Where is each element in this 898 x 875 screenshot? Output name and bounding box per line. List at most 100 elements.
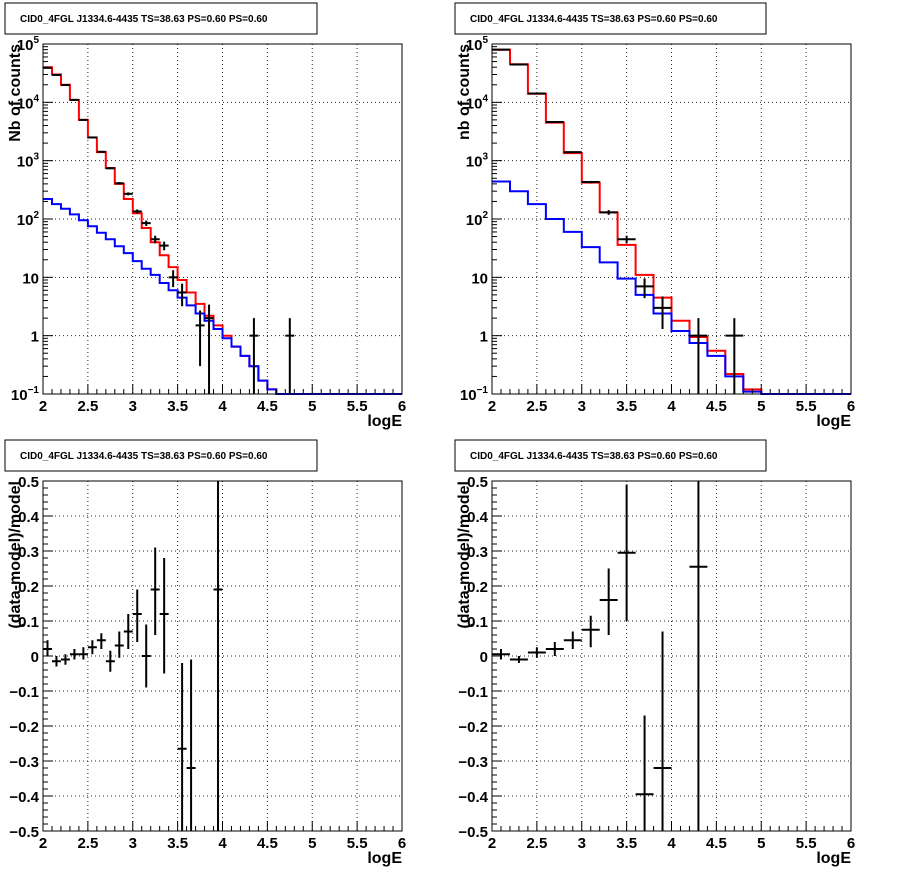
x-tick-label: 6 <box>398 835 406 852</box>
data-point <box>141 624 151 688</box>
x-tick-label: 6 <box>847 398 855 415</box>
y-tick-label: 10 <box>471 270 488 287</box>
x-tick-label: 2.5 <box>77 835 98 852</box>
data-point <box>725 318 744 394</box>
chart-title: CID0_4FGL J1334.6-4435 TS=38.63 PS=0.60 … <box>470 451 718 462</box>
data-point <box>132 209 142 214</box>
x-tick-label: 2.5 <box>526 835 547 852</box>
y-tick-label: −0.2 <box>458 719 488 736</box>
x-tick-label: 2 <box>39 835 47 852</box>
data-point <box>617 484 636 621</box>
data-point <box>689 481 708 831</box>
data-point <box>509 656 528 663</box>
y-tick-label: 105 <box>17 35 40 54</box>
title-box <box>454 439 767 472</box>
data-point <box>653 631 672 831</box>
x-axis-label: logE <box>367 413 402 430</box>
y-tick-label: 104 <box>17 93 40 112</box>
data-point <box>168 270 178 288</box>
x-axis-label: logE <box>367 850 402 867</box>
y-tick-label: 1 <box>31 329 39 346</box>
data-point <box>43 640 52 656</box>
x-tick-label: 4 <box>218 398 227 415</box>
y-axis-label: (data-model)/model <box>456 481 473 629</box>
title-box <box>454 2 767 35</box>
y-tick-label: 102 <box>17 210 40 229</box>
data-point <box>249 318 259 394</box>
y-tick-label: 1 <box>480 329 488 346</box>
chart-panel-tr: CID0_4FGL J1334.6-4435 TS=38.63 PS=0.60 … <box>454 2 855 430</box>
y-tick-label: 0.3 <box>18 544 39 561</box>
data-point <box>581 615 600 648</box>
data-point <box>87 640 97 655</box>
data-point <box>51 656 61 667</box>
y-tick-label: −0.3 <box>9 754 39 771</box>
x-tick-label: 5 <box>757 835 765 852</box>
y-tick-label: 0.5 <box>18 474 39 491</box>
y-tick-label: 0.3 <box>467 544 488 561</box>
x-tick-label: 5.5 <box>796 835 817 852</box>
x-tick-label: 4.5 <box>706 398 727 415</box>
x-tick-label: 5 <box>308 835 316 852</box>
data-point <box>123 614 133 649</box>
data-point <box>204 304 214 394</box>
data-point <box>285 318 295 394</box>
data-point <box>105 650 115 672</box>
y-axis-label: (data-model)/model <box>7 481 24 629</box>
data-point <box>545 121 564 124</box>
data-point <box>653 296 672 330</box>
x-axis-label: logE <box>816 850 851 867</box>
y-tick-label: 105 <box>466 35 489 54</box>
y-tick-label: 0.4 <box>18 509 40 526</box>
data-point <box>545 642 564 656</box>
x-tick-label: 5 <box>757 398 765 415</box>
y-tick-label: −0.4 <box>458 789 488 806</box>
y-tick-label: −0.5 <box>9 824 39 841</box>
x-tick-label: 2.5 <box>77 398 98 415</box>
data-point <box>78 647 88 660</box>
y-tick-label: −0.4 <box>9 789 39 806</box>
x-tick-label: 4.5 <box>257 835 278 852</box>
y-tick-label: 10−1 <box>460 385 489 404</box>
x-tick-label: 3 <box>129 398 137 415</box>
title-box <box>4 2 318 35</box>
x-tick-label: 4 <box>667 835 676 852</box>
y-tick-label: −0.1 <box>458 684 488 701</box>
x-tick-label: 2 <box>39 398 47 415</box>
x-tick-label: 6 <box>847 835 855 852</box>
y-tick-label: 10−1 <box>11 385 40 404</box>
data-point <box>150 547 160 635</box>
data-point <box>617 235 636 244</box>
x-tick-label: 4.5 <box>706 835 727 852</box>
y-tick-label: 0 <box>31 649 39 666</box>
y-tick-label: 0.1 <box>18 614 39 631</box>
data-point <box>105 167 115 170</box>
y-tick-label: 102 <box>466 210 489 229</box>
chart-panel-tl: CID0_4FGL J1334.6-4435 TS=38.63 PS=0.60 … <box>4 2 406 430</box>
data-point <box>114 631 124 658</box>
data-point <box>132 589 142 642</box>
x-tick-label: 4 <box>667 398 676 415</box>
y-tick-label: 0.4 <box>467 509 489 526</box>
chart-title: CID0_4FGL J1334.6-4435 TS=38.63 PS=0.60 … <box>20 451 268 462</box>
data-point <box>689 318 708 394</box>
data-point <box>581 180 600 184</box>
data-point <box>96 633 106 649</box>
x-tick-label: 2 <box>488 835 496 852</box>
x-tick-label: 5.5 <box>796 398 817 415</box>
data-point <box>195 310 205 367</box>
x-tick-label: 5.5 <box>347 398 368 415</box>
x-tick-label: 3.5 <box>167 835 188 852</box>
data-point <box>96 150 106 153</box>
data-point <box>635 278 654 299</box>
y-tick-label: 0.2 <box>18 579 39 596</box>
y-tick-label: 0.5 <box>467 474 488 491</box>
x-tick-label: 3.5 <box>616 398 637 415</box>
data-point <box>141 220 151 226</box>
x-tick-label: 4 <box>218 835 227 852</box>
y-tick-label: 103 <box>466 152 489 171</box>
x-tick-label: 4.5 <box>257 398 278 415</box>
data-point <box>51 73 61 76</box>
data-point <box>177 283 187 307</box>
data-point <box>159 558 169 674</box>
